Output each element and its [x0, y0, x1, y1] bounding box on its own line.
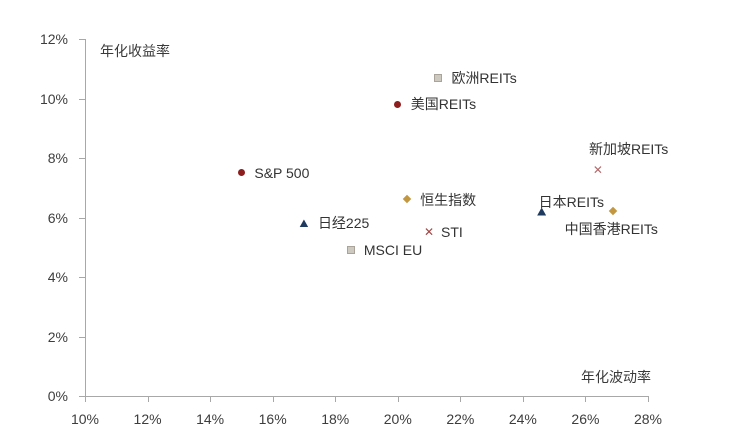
data-point-marker: ✕: [424, 225, 435, 240]
x-axis-tick-label: 24%: [508, 411, 537, 427]
data-point-marker: [394, 100, 402, 108]
data-point-label: STI: [441, 224, 463, 241]
data-point-label: 恒生指数: [420, 191, 477, 208]
x-axis-tick-label: 10%: [70, 411, 100, 427]
y-axis-tick: [79, 396, 85, 397]
x-axis-tick: [460, 397, 462, 402]
x-axis-tick: [522, 397, 524, 402]
x-axis-line: [85, 396, 649, 397]
x-axis-tick-label: 18%: [321, 411, 350, 427]
y-axis-tick-label: 4%: [47, 269, 68, 285]
y-axis-tick: [79, 336, 85, 338]
data-point-label: MSCI EU: [363, 242, 423, 259]
y-axis-tick-label: 10%: [39, 90, 68, 107]
x-axis-tick: [585, 397, 587, 402]
y-axis-line: [85, 39, 86, 396]
y-axis-tick: [79, 158, 85, 159]
y-axis-tick: [79, 277, 85, 278]
y-axis-tick-label: 2%: [47, 328, 68, 345]
y-axis-tick: [79, 98, 85, 100]
x-axis-tick: [147, 397, 149, 402]
data-point-label: S&P 500: [254, 164, 310, 181]
x-axis-tick-label: 20%: [383, 411, 412, 427]
y-axis-tick: [79, 39, 85, 40]
data-point-marker: [608, 206, 618, 216]
data-point-label: 欧洲REITs: [451, 69, 517, 86]
x-axis-tick: [335, 397, 337, 402]
data-point-label: 美国REITs: [410, 96, 477, 113]
y-axis-tick-label: 0%: [47, 388, 68, 404]
data-point-marker: [237, 169, 245, 177]
x-axis-title: 年化波动率: [581, 369, 651, 385]
x-axis-tick: [272, 397, 274, 402]
x-axis-tick-label: 12%: [133, 411, 162, 427]
x-axis-tick-label: 28%: [633, 411, 663, 427]
data-point-label: 日本REITs: [538, 193, 604, 210]
x-axis-tick-label: 16%: [258, 411, 287, 427]
x-axis-tick: [85, 397, 86, 402]
y-axis-tick: [79, 217, 85, 219]
data-point-marker: [402, 194, 411, 204]
y-axis-title: 年化收益率: [100, 43, 170, 59]
data-point-label: 新加坡REITs: [588, 140, 669, 157]
x-axis-tick-label: 26%: [571, 411, 600, 427]
x-axis-tick: [397, 397, 399, 402]
data-point-marker: [537, 207, 547, 216]
x-axis-tick-label: 14%: [196, 411, 225, 427]
y-axis-tick-label: 8%: [47, 150, 68, 166]
data-point-marker: [299, 219, 309, 228]
y-axis-tick-label: 6%: [47, 209, 68, 226]
data-point-marker: [434, 73, 443, 82]
y-axis-tick-label: 12%: [39, 31, 68, 47]
x-axis-tick: [648, 397, 649, 402]
data-point-marker: [346, 246, 355, 255]
data-point-label: 中国香港REITs: [564, 220, 658, 237]
data-point-label: 日经225: [317, 215, 370, 232]
x-axis-tick: [210, 397, 212, 402]
data-point-marker: ✕: [592, 162, 603, 177]
x-axis-tick-label: 22%: [446, 411, 475, 427]
